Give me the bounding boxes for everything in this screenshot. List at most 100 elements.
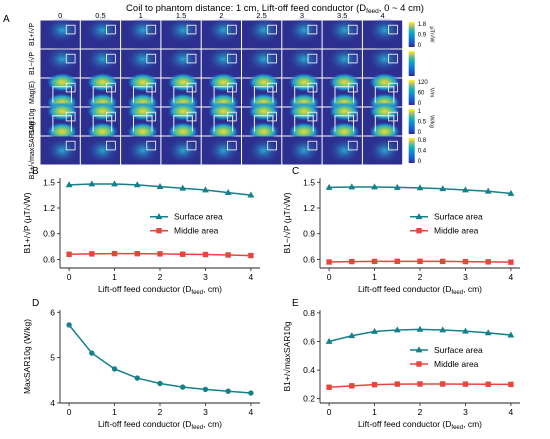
data-point — [371, 381, 378, 388]
x-axis-label: Lift-off feed conductor (Dfeed, cm) — [98, 284, 222, 296]
coil-outline — [334, 86, 355, 103]
legend-label: Middle area — [174, 226, 219, 236]
data-point — [224, 188, 232, 195]
heatmap-cell — [201, 46, 241, 78]
data-point — [157, 251, 163, 257]
legend-entry: Middle area — [410, 359, 479, 369]
heatmap-cell — [161, 102, 201, 141]
data-point — [134, 375, 140, 381]
data-point — [416, 184, 424, 191]
roi-box — [186, 111, 197, 122]
legend-entry: Surface area — [410, 345, 483, 355]
chart-panel-e: E 0 1 2 3 4 0.2 0.4 0.6 0.8 Lift-off feed conducto… — [282, 298, 520, 431]
column-label: 2.5 — [256, 11, 266, 20]
row-label: Mag(E) — [29, 81, 36, 104]
data-point — [156, 228, 162, 234]
legend-entry: Surface area — [150, 212, 223, 222]
heatmap-cell — [282, 46, 322, 78]
heatmap-cell — [322, 136, 362, 165]
data-point — [484, 187, 492, 194]
legend-label: Surface area — [174, 212, 223, 222]
data-point — [349, 383, 355, 389]
data-point — [88, 180, 96, 187]
heatmap-cell — [80, 102, 121, 141]
heatmap-cell — [282, 17, 322, 49]
figure-title: Coil to phantom distance: 1 cm, Lift-off… — [126, 3, 424, 15]
colorbar-tick: 1 — [418, 109, 422, 115]
heatmap-cell — [322, 102, 362, 141]
heatmap-cell — [40, 17, 80, 49]
colorbar-unit: W/kg — [429, 115, 435, 128]
legend-label: Surface area — [434, 345, 483, 355]
coil-outline — [294, 86, 314, 103]
roi-box — [226, 24, 237, 35]
roi-box — [307, 53, 318, 64]
roi-box — [226, 82, 237, 93]
y-axis-label: B1+/√maxSAR10g — [282, 321, 292, 391]
roi-box — [347, 140, 358, 151]
series-surface-area — [65, 180, 255, 198]
series-middle-area — [326, 381, 514, 390]
data-point — [393, 183, 401, 190]
column-label: 4 — [380, 11, 384, 20]
x-tick-label: 1 — [112, 272, 117, 282]
heatmap-cell — [242, 46, 282, 78]
colorbar — [408, 109, 415, 134]
colorbar-unit: V/m — [429, 88, 435, 98]
y-axis-label: B1−/√P (µT/√W) — [282, 192, 292, 253]
roi-box — [226, 111, 237, 122]
data-point — [180, 251, 186, 257]
data-point — [394, 258, 400, 265]
colorbar-tick: 0 — [418, 159, 422, 165]
roi-box — [186, 53, 197, 64]
coil-outline — [132, 86, 153, 103]
panel-label: E — [292, 298, 299, 309]
colorbar-tick: 0.4 — [418, 149, 427, 155]
data-point — [507, 331, 515, 338]
data-point — [462, 381, 469, 387]
row-label: B1−/√P — [28, 52, 36, 75]
data-point — [440, 258, 446, 265]
colorbar-tick: 0.9 — [418, 33, 427, 39]
colorbar-tick: 0.5 — [418, 120, 427, 126]
heatmap-cell — [40, 46, 80, 78]
y-tick-label: 0.6 — [303, 336, 315, 346]
heatmap-cell — [362, 102, 403, 141]
roi-box — [146, 24, 157, 35]
data-point — [248, 252, 254, 259]
data-point — [416, 228, 422, 234]
heatmap-cell — [362, 136, 403, 165]
coil-outline — [374, 86, 395, 103]
data-point — [247, 191, 255, 198]
column-label: 3 — [300, 11, 304, 20]
data-point — [202, 251, 209, 258]
y-tick-label: 0.9 — [43, 229, 55, 239]
x-tick-label: 0 — [327, 272, 332, 282]
data-point — [325, 337, 333, 344]
data-point — [65, 181, 73, 188]
x-tick-label: 3 — [203, 407, 208, 417]
y-tick-label: 1.5 — [43, 177, 55, 187]
series-middle-area — [326, 258, 514, 265]
y-tick-label: 0.9 — [303, 229, 315, 239]
legend-entry: Middle area — [150, 226, 219, 236]
colorbar — [408, 80, 415, 105]
roi-box — [65, 111, 76, 122]
column-label: 1.5 — [176, 11, 186, 20]
column-label: 1 — [139, 11, 143, 20]
y-tick-label: 0.6 — [43, 254, 55, 264]
roi-box — [347, 111, 358, 122]
heatmap-cell — [121, 102, 161, 141]
x-tick-label: 4 — [249, 407, 254, 417]
y-tick-label: 0.4 — [303, 365, 315, 375]
column-label: 0.5 — [95, 11, 105, 20]
series-middle-area — [66, 250, 254, 259]
data-point — [485, 259, 491, 265]
data-point — [326, 384, 332, 390]
x-tick-label: 2 — [418, 407, 423, 417]
colorbar-tick: 0.8 — [418, 138, 427, 144]
chart-panel-b: B 0 1 2 3 4 0.6 0.9 1.2 1.5 Lift-off feed conducto… — [22, 166, 260, 296]
roi-box — [106, 82, 116, 93]
legend-label: Middle area — [434, 226, 479, 236]
